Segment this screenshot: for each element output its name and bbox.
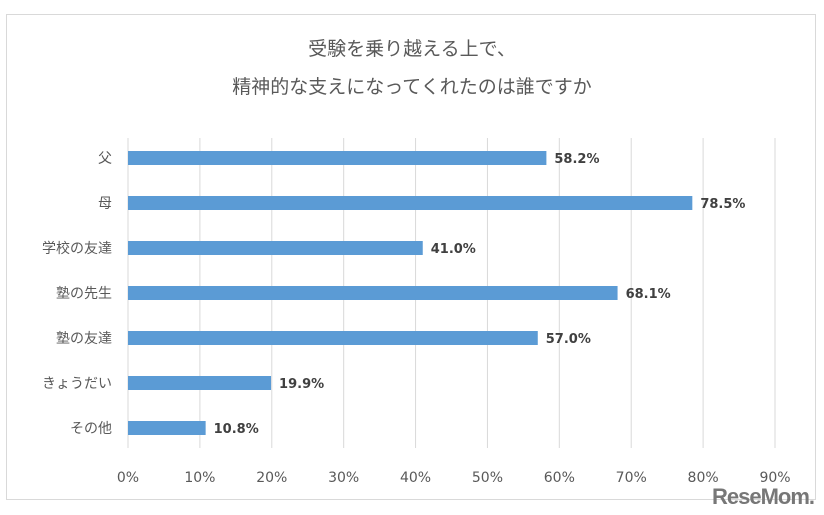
bar (128, 331, 538, 345)
chart-title: 受験を乗り越える上で、 精神的な支えになってくれたのは誰ですか (0, 30, 824, 106)
y-category-label: 母 (98, 196, 112, 212)
bar (128, 421, 206, 435)
chart-frame (6, 14, 816, 500)
bar (128, 376, 272, 390)
bar (128, 151, 547, 165)
x-tick-label: 70% (616, 470, 647, 486)
y-category-label: その他 (70, 421, 112, 437)
x-tick-label: 60% (544, 470, 575, 486)
title-line-2: 精神的な支えになってくれたのは誰ですか (232, 76, 592, 98)
resemom-logo: ReseMom. (712, 484, 815, 509)
x-tick-label: 50% (472, 470, 503, 486)
y-category-label: 父 (98, 151, 112, 167)
data-label: 19.9% (279, 377, 324, 392)
y-category-label: きょうだい (42, 376, 112, 392)
data-label: 68.1% (626, 287, 671, 302)
x-tick-label: 10% (184, 470, 215, 486)
x-tick-label: 90% (759, 470, 790, 486)
bar (128, 241, 423, 255)
title-line-1: 受験を乗り越える上で、 (308, 38, 516, 60)
x-tick-label: 30% (328, 470, 359, 486)
bar (128, 286, 618, 300)
data-label: 57.0% (546, 332, 591, 347)
data-label: 78.5% (700, 197, 745, 212)
data-label: 58.2% (554, 152, 599, 167)
x-tick-label: 0% (117, 470, 139, 486)
x-tick-label: 40% (400, 470, 431, 486)
y-category-label: 学校の友達 (42, 240, 112, 257)
y-category-label: 塾の先生 (56, 286, 112, 302)
x-tick-label: 80% (688, 470, 719, 486)
y-category-label: 塾の友達 (56, 331, 112, 347)
bar (128, 196, 693, 210)
data-label: 10.8% (214, 422, 259, 437)
x-tick-label: 20% (256, 470, 287, 486)
data-label: 41.0% (431, 242, 476, 257)
